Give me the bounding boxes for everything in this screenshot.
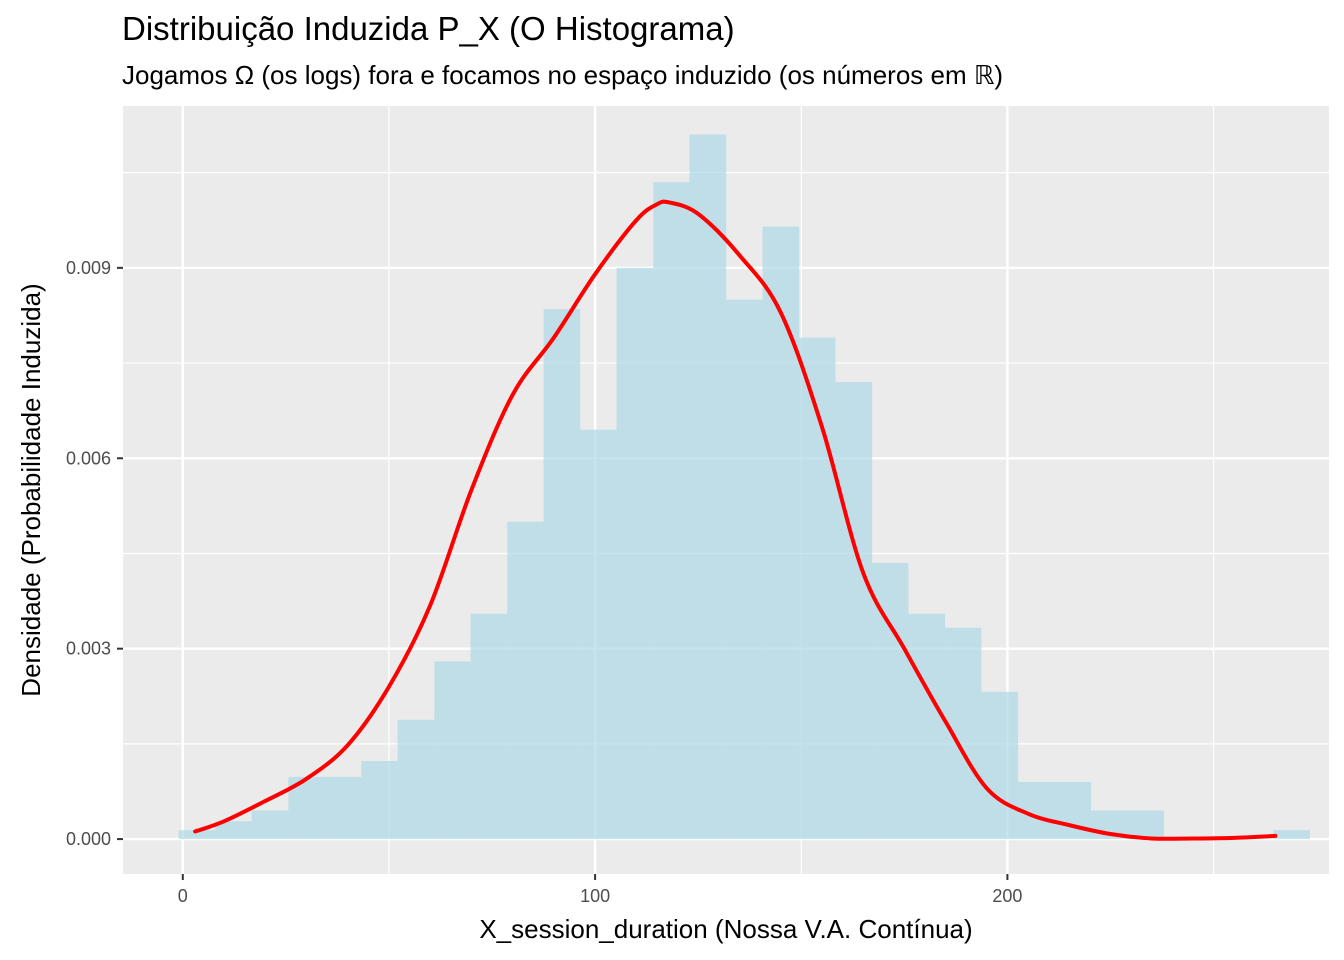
histogram-bar bbox=[470, 613, 508, 840]
histogram-bars bbox=[178, 134, 1311, 840]
histogram-bar bbox=[324, 776, 362, 840]
y-axis-title: Densidade (Probabilidade Induzida) bbox=[16, 283, 46, 696]
y-tick-label: 0.009 bbox=[66, 258, 111, 278]
density-curve bbox=[193, 199, 1278, 841]
y-tick-label: 0.006 bbox=[66, 448, 111, 468]
histogram-bar bbox=[835, 382, 873, 840]
histogram-bar bbox=[726, 299, 763, 840]
histogram-bar bbox=[689, 134, 727, 840]
x-axis-title: X_session_duration (Nossa V.A. Contínua) bbox=[479, 914, 972, 944]
histogram-bar bbox=[653, 182, 690, 840]
histogram-bar bbox=[1273, 830, 1311, 840]
histogram-bar bbox=[251, 810, 289, 840]
histogram-bar bbox=[434, 661, 471, 840]
chart-title: Distribuição Induzida P_X (O Histograma) bbox=[122, 10, 735, 47]
y-tick-label: 0.003 bbox=[66, 639, 111, 659]
histogram-bar bbox=[981, 691, 1019, 840]
x-tick-label: 100 bbox=[580, 886, 610, 906]
histogram-bar bbox=[215, 821, 252, 840]
histogram-bar bbox=[580, 429, 617, 840]
histogram-bar bbox=[543, 309, 581, 840]
histogram-bar bbox=[1127, 810, 1165, 840]
histogram-bar bbox=[178, 830, 216, 840]
histogram-bar bbox=[908, 613, 946, 840]
y-axis: 0.000 0.003 0.006 0.009 bbox=[66, 258, 123, 849]
y-tick-label: 0.000 bbox=[66, 829, 111, 849]
histogram-bar bbox=[799, 337, 836, 840]
histogram-bar bbox=[616, 267, 654, 840]
x-tick-label: 0 bbox=[178, 886, 188, 906]
chart-subtitle: Jogamos Ω (os logs) fora e focamos no es… bbox=[122, 60, 1004, 90]
x-tick-label: 200 bbox=[992, 886, 1022, 906]
histogram-bar bbox=[762, 226, 800, 840]
histogram-bar bbox=[507, 521, 544, 840]
x-axis: 0 100 200 bbox=[178, 874, 1022, 906]
histogram-bar bbox=[397, 719, 435, 840]
histogram-bar bbox=[361, 761, 398, 840]
